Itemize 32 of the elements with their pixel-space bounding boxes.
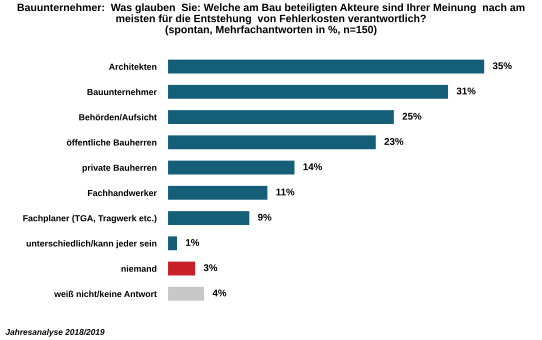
bar	[168, 186, 268, 200]
data-label: 9%	[258, 214, 272, 221]
bar	[168, 236, 178, 250]
data-label: 4%	[212, 290, 226, 296]
data-label: 1%	[186, 239, 200, 246]
data-label: 23%	[384, 138, 404, 145]
bar	[168, 110, 394, 124]
bar	[168, 84, 448, 99]
data-label: 35%	[492, 62, 512, 70]
bar	[168, 160, 294, 175]
y-tick-label: weiß nicht/keine Antwort	[54, 290, 157, 298]
y-tick-label: unterschiedlich/kann jeder sein	[26, 240, 156, 248]
y-tick-label: private Bauherren	[82, 164, 156, 173]
data-label: 14%	[303, 163, 322, 170]
data-label: 3%	[204, 264, 218, 272]
bar	[168, 262, 196, 276]
chart-title: Bauunternehmer: Was glauben Sie: Welche am Bau beteiligten Akteure sind Ihrer Meinung nach am meisten für die Entstehung von Fehlerkosten verantwortlich? (spontan, Mehrfachantworten in %, n=150)	[18, 3, 524, 36]
bar	[168, 286, 204, 301]
y-tick-label: Architekten	[108, 63, 156, 70]
text: Jahresanalyse 2018/2019	[6, 328, 105, 337]
y-tick-label: Fachplaner (TGA, Tragwerk etc.)	[23, 214, 156, 224]
data-label: 31%	[456, 88, 476, 94]
bar	[168, 60, 484, 74]
y-tick-label: niemand	[122, 265, 156, 272]
y-tick-label: öffentliche Bauherren	[66, 139, 156, 146]
data-label: 11%	[276, 188, 294, 196]
y-tick-label: Fachhandwerker	[88, 190, 157, 196]
bar	[168, 135, 376, 150]
y-tick-label: Behörden/Aufsicht	[79, 114, 157, 120]
bar	[168, 211, 250, 226]
y-tick-label: Bauunternehmer	[87, 88, 157, 96]
data-label: 25%	[402, 112, 422, 120]
